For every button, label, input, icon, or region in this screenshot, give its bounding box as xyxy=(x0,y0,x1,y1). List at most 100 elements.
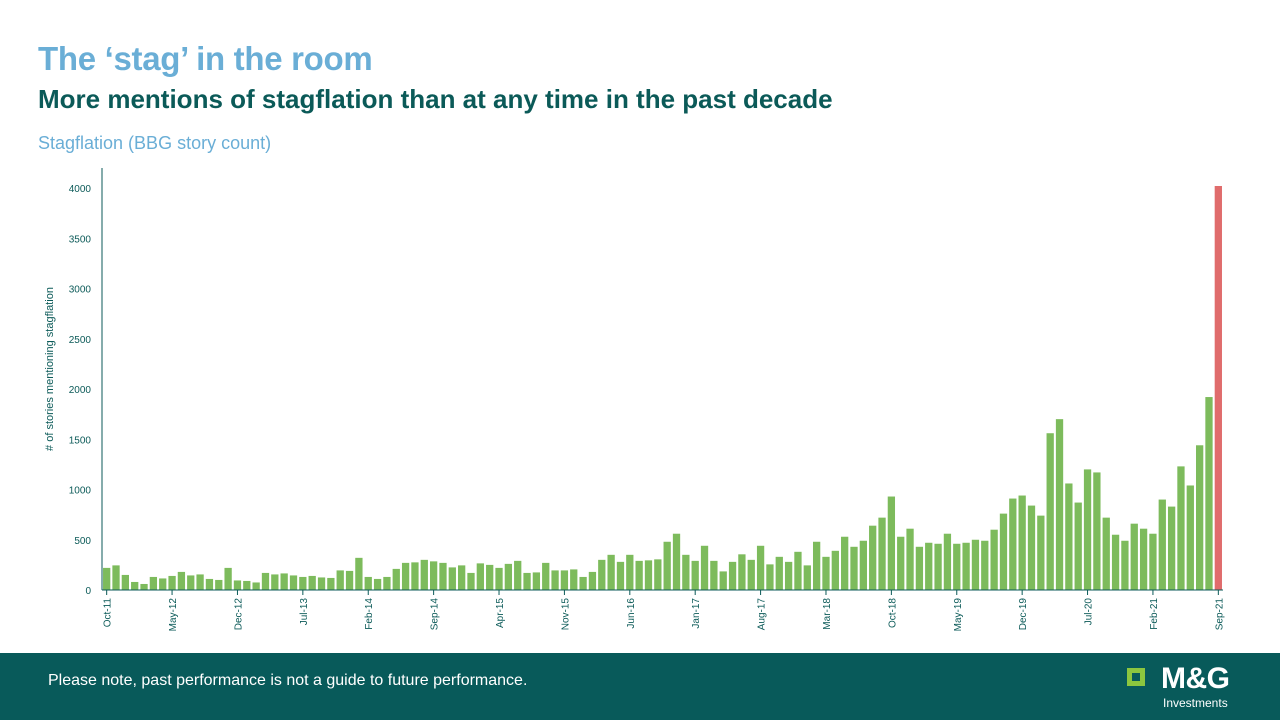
bar xyxy=(308,575,316,590)
bar xyxy=(317,577,326,590)
bar xyxy=(149,576,158,590)
bar xyxy=(831,550,839,590)
y-tick-label: 2500 xyxy=(69,335,92,346)
bar xyxy=(990,529,998,590)
bar xyxy=(215,579,223,590)
bar xyxy=(878,517,886,590)
stagflation-bar-chart: # of stories mentioning stagflation 0 500… xyxy=(44,168,1225,632)
bar xyxy=(299,576,307,590)
bar xyxy=(981,540,989,590)
y-axis-label: # of stories mentioning stagflation xyxy=(44,287,56,451)
y-tick-label: 500 xyxy=(74,536,91,547)
bar xyxy=(691,560,699,590)
bar xyxy=(345,570,354,590)
footer-bar: Please note, past performance is not a g… xyxy=(0,653,1280,720)
bar xyxy=(112,565,120,590)
bar xyxy=(784,561,793,590)
bar xyxy=(710,560,718,590)
bar xyxy=(429,561,438,590)
bar xyxy=(1158,499,1166,590)
bar xyxy=(243,580,251,590)
bar xyxy=(756,545,765,590)
bar xyxy=(467,572,475,590)
bar xyxy=(1186,485,1194,590)
x-tick-label: Nov-15 xyxy=(560,598,571,631)
bar xyxy=(897,536,905,590)
x-tick-label: Oct-18 xyxy=(887,598,898,628)
bar xyxy=(532,572,541,590)
bar xyxy=(1130,523,1138,590)
bar xyxy=(523,572,531,590)
x-tick-label: Aug-17 xyxy=(757,598,768,631)
bar xyxy=(775,556,783,590)
bar xyxy=(850,546,858,590)
bar xyxy=(841,536,849,590)
x-axis-ticks: Oct-11 May-12 Dec-12 Jul-13 Feb-14 Sep-14 Apr-… xyxy=(103,590,1225,632)
bar xyxy=(719,571,727,590)
bar xyxy=(812,541,821,590)
x-tick-label: May-19 xyxy=(953,598,964,632)
bar xyxy=(1009,498,1017,590)
bar-highlight xyxy=(1214,185,1222,591)
bar xyxy=(794,551,802,590)
y-tick-label: 2000 xyxy=(69,385,92,396)
x-tick-label: Dec-19 xyxy=(1018,598,1029,631)
bar xyxy=(1046,433,1054,590)
bar xyxy=(140,583,148,590)
bar xyxy=(953,543,961,590)
bar xyxy=(1083,469,1092,590)
bar xyxy=(626,554,634,590)
logo-wordmark: M&G xyxy=(1161,662,1230,695)
bar xyxy=(598,559,606,590)
bar xyxy=(682,554,690,590)
bar xyxy=(224,567,232,590)
bar xyxy=(999,513,1008,590)
bar xyxy=(439,562,447,590)
bar xyxy=(747,559,755,590)
bar xyxy=(514,560,522,590)
bar xyxy=(1093,472,1101,590)
bar xyxy=(233,580,242,590)
bar xyxy=(1177,466,1185,590)
bar xyxy=(869,525,877,590)
mg-investments-logo: M&G Investments xyxy=(1125,662,1255,712)
bar xyxy=(1167,506,1176,590)
x-tick-label: Feb-21 xyxy=(1149,598,1160,630)
bar xyxy=(1111,534,1120,590)
bar xyxy=(504,563,513,590)
bar xyxy=(458,565,466,590)
bar xyxy=(738,554,746,590)
bar xyxy=(495,567,503,590)
bar xyxy=(168,575,176,590)
bar xyxy=(252,582,260,590)
bar xyxy=(644,560,653,590)
x-tick-label: Feb-14 xyxy=(364,598,375,630)
y-axis-ticks: 0 500 1000 1500 2000 2500 3000 3500 4000 xyxy=(69,184,92,597)
y-tick-label: 1000 xyxy=(69,486,92,497)
bar xyxy=(570,569,578,590)
x-tick-label: Sep-21 xyxy=(1214,598,1225,631)
x-tick-label: Apr-15 xyxy=(495,598,506,628)
x-tick-label: Jul-20 xyxy=(1084,598,1095,626)
y-tick-label: 3000 xyxy=(69,285,92,296)
x-tick-label: Sep-14 xyxy=(430,598,441,631)
bar xyxy=(373,578,382,590)
bar xyxy=(551,570,559,590)
y-tick-label: 3500 xyxy=(69,234,92,245)
bar xyxy=(448,567,456,590)
y-tick-label: 4000 xyxy=(69,184,92,195)
bar xyxy=(906,528,914,590)
x-tick-label: Dec-12 xyxy=(233,598,244,631)
bar xyxy=(271,574,279,590)
bar xyxy=(327,577,335,590)
bar xyxy=(700,545,709,590)
bar xyxy=(1018,495,1026,590)
bar xyxy=(1065,483,1073,590)
bar xyxy=(177,571,186,590)
bar xyxy=(887,496,896,590)
bar xyxy=(1196,445,1204,590)
x-tick-label: Jul-13 xyxy=(299,598,310,626)
x-tick-label: Mar-18 xyxy=(822,598,833,630)
bar xyxy=(261,572,270,590)
bar xyxy=(635,560,643,590)
